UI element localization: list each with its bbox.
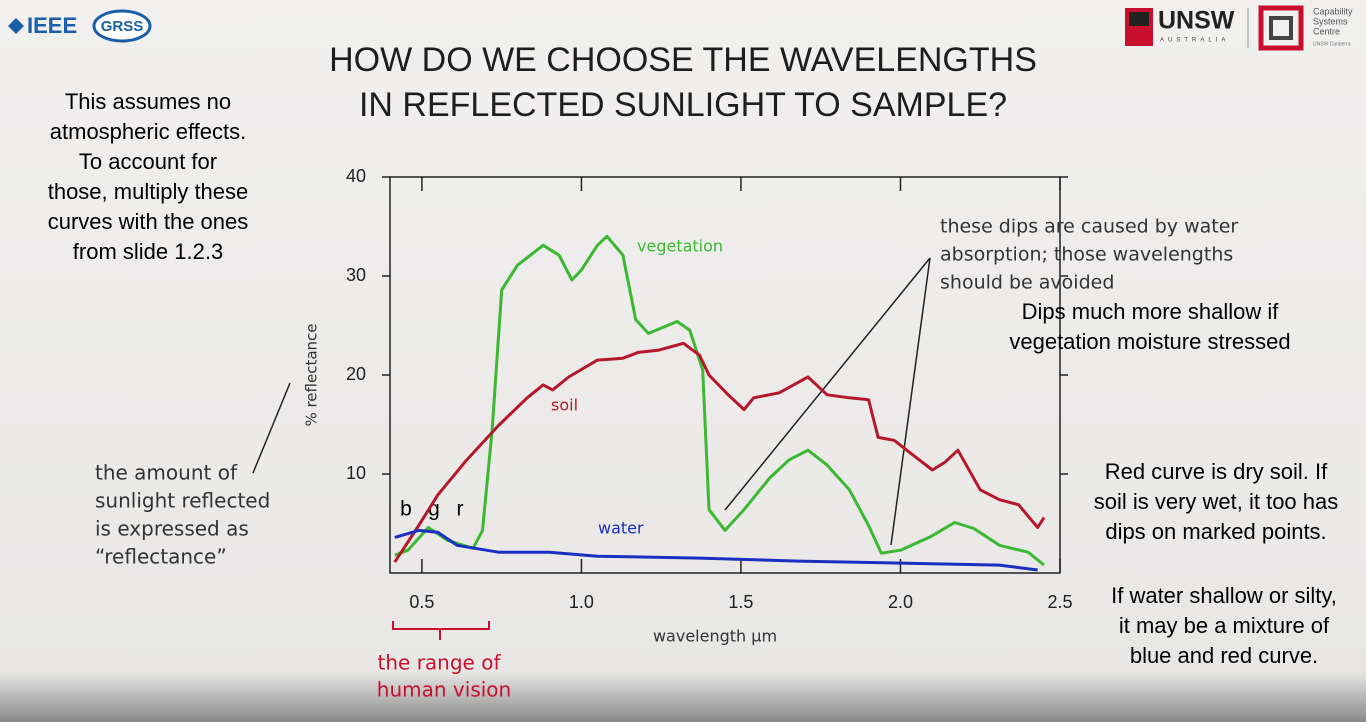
x-axis-label: wavelength μm <box>653 627 777 646</box>
pointer-line <box>252 382 291 474</box>
annotation: is expressed as <box>95 517 249 541</box>
csc-logo <box>1258 5 1304 51</box>
grss-logo: GRSS <box>101 18 144 35</box>
annotation: these dips are caused by water <box>940 216 1238 238</box>
pointer-line <box>724 257 931 511</box>
unsw-sub: AUSTRALIA <box>1160 38 1229 44</box>
ieee-diamond <box>8 18 24 34</box>
title: HOW DO WE CHOOSE THE WAVELENGTHS <box>329 41 1037 79</box>
y-axis-label: % reflectance <box>303 323 321 426</box>
x-tick-label: 2.0 <box>888 592 913 612</box>
note-line: dips on marked points. <box>1105 519 1326 544</box>
note-line: those, multiply these <box>48 179 249 204</box>
series-label: soil <box>551 396 578 415</box>
vision-bracket <box>392 621 490 640</box>
note-line: from slide 1.2.3 <box>73 239 223 264</box>
annotation: the amount of <box>95 461 238 485</box>
note-line: Red curve is dry soil. If <box>1105 459 1328 484</box>
band-label: b <box>400 498 412 521</box>
series-line <box>394 234 1045 567</box>
y-tick-label: 10 <box>346 463 366 483</box>
annotation: absorption; those wavelengths <box>940 244 1233 266</box>
annotation: human vision <box>377 678 511 702</box>
note-line: Dips much more shallow if <box>1022 299 1280 324</box>
note-line: it may be a mixture of <box>1119 613 1330 638</box>
series-line <box>394 528 1038 572</box>
y-tick-label: 40 <box>346 166 366 186</box>
unsw-crest-detail <box>1129 12 1149 26</box>
series-line <box>393 341 1046 563</box>
x-tick-label: 0.5 <box>409 592 434 612</box>
note-line: If water shallow or silty, <box>1111 583 1337 608</box>
annotation: “reflectance” <box>95 545 227 569</box>
series-label: vegetation <box>637 237 723 256</box>
note-line: To account for <box>79 149 217 174</box>
unsw-logo: UNSW <box>1158 7 1235 35</box>
note-line: soil is very wet, it too has <box>1094 489 1339 514</box>
series-label: water <box>598 519 644 538</box>
note-line: curves with the ones <box>48 209 249 234</box>
csc-logo-inner <box>1269 16 1293 40</box>
x-tick-label: 1.5 <box>728 592 753 612</box>
band-label: g <box>428 498 440 521</box>
note-line: This assumes no <box>65 89 231 114</box>
y-tick-label: 30 <box>346 265 366 285</box>
x-tick-label: 2.5 <box>1047 592 1072 612</box>
title: IN REFLECTED SUNLIGHT TO SAMPLE? <box>359 86 1007 124</box>
y-tick-label: 20 <box>346 364 366 384</box>
band-label: r <box>457 498 464 521</box>
partner: Centre <box>1313 26 1340 36</box>
grss-badge <box>92 9 152 43</box>
annotation: should be avoided <box>940 272 1114 294</box>
pointer-line <box>890 257 931 546</box>
note-line: vegetation moisture stressed <box>1009 329 1290 354</box>
ieee-logo: IEEE <box>27 13 77 38</box>
partner: Systems <box>1313 16 1348 26</box>
partner-sub: UNSW Canberra <box>1313 41 1351 47</box>
annotation: the range of <box>378 651 502 675</box>
annotation: sunlight reflected <box>95 489 270 513</box>
x-tick-label: 1.0 <box>569 592 594 612</box>
note-line: blue and red curve. <box>1130 643 1318 668</box>
partner: Capability <box>1313 6 1353 16</box>
note-line: atmospheric effects. <box>50 119 246 144</box>
